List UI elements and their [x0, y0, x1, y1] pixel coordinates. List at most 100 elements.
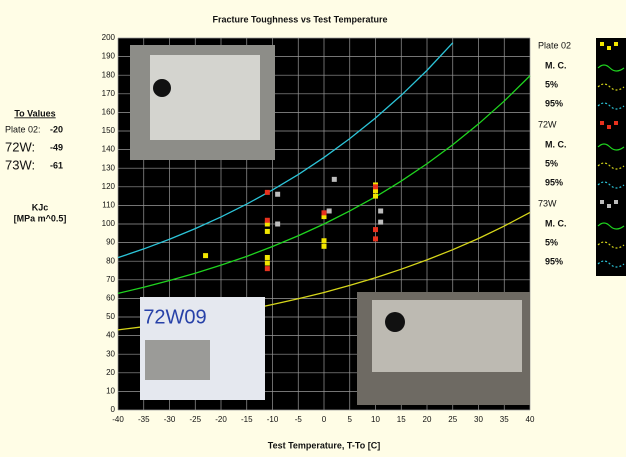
to-value: -20 — [50, 124, 63, 134]
x-tick-label: -35 — [138, 415, 150, 424]
data-point — [373, 193, 378, 199]
x-tick-label: 0 — [322, 415, 327, 424]
legend-marker — [614, 42, 618, 46]
data-point — [264, 266, 270, 272]
x-tick-label: -30 — [164, 415, 176, 424]
x-tick-label: -15 — [241, 415, 253, 424]
to-value: -49 — [50, 142, 63, 152]
data-point — [321, 214, 327, 220]
x-tick-label: 20 — [423, 415, 432, 424]
photo-specimen — [150, 55, 260, 140]
data-point — [378, 208, 384, 214]
data-point — [264, 189, 270, 195]
legend-box — [596, 38, 626, 276]
to-value-label: 72W: — [5, 139, 35, 154]
legend-marker — [607, 46, 611, 50]
y-tick-label: 0 — [111, 405, 116, 414]
legend-entry: 95% — [545, 177, 563, 187]
legend-entry: 95% — [545, 256, 563, 266]
legend-marker — [607, 125, 611, 129]
x-tick-label: -5 — [295, 415, 303, 424]
legend-marker — [607, 204, 611, 208]
y-tick-label: 90 — [106, 238, 115, 247]
data-point — [264, 260, 270, 266]
curve — [117, 75, 531, 295]
data-point — [373, 227, 378, 233]
y-tick-label: 110 — [102, 201, 115, 210]
legend-marker — [600, 121, 604, 125]
legend-entry: 5% — [545, 237, 558, 247]
legend-line — [597, 241, 625, 249]
x-tick-label: 15 — [397, 415, 406, 424]
y-tick-label: 170 — [102, 89, 116, 98]
x-tick-label: 10 — [371, 415, 380, 424]
x-tick-label: -20 — [215, 415, 227, 424]
y-tick-label: 160 — [102, 108, 116, 117]
data-point — [264, 254, 270, 260]
to-value-label: 73W: — [5, 157, 35, 172]
data-point — [378, 219, 384, 225]
y-tick-label: 70 — [106, 275, 115, 284]
photo-label: 72W09 — [143, 306, 206, 328]
legend-line — [597, 260, 625, 268]
to-values-title: To Values — [14, 108, 55, 118]
data-point — [275, 221, 281, 227]
data-point — [264, 217, 270, 223]
legend-line — [597, 102, 625, 110]
photo-hole — [385, 312, 405, 332]
data-point — [321, 210, 327, 216]
photo-hole — [153, 79, 171, 97]
legend-group: Plate 02 — [538, 40, 571, 50]
legend-group: 73W — [538, 198, 557, 208]
y-tick-label: 30 — [106, 349, 115, 358]
legend-entry: M. C. — [545, 60, 567, 70]
photo-specimen — [372, 300, 522, 372]
x-tick-label: 35 — [500, 415, 509, 424]
legend-entry: 5% — [545, 79, 558, 89]
data-point — [264, 221, 270, 227]
data-point — [373, 236, 378, 242]
x-tick-label: 30 — [474, 415, 483, 424]
y-tick-label: 120 — [102, 182, 116, 191]
data-point — [373, 184, 378, 190]
x-tick-label: 40 — [526, 415, 535, 424]
legend-line — [597, 64, 625, 72]
y-tick-label: 50 — [106, 312, 115, 321]
y-axis-label: KJc — [32, 202, 49, 212]
y-tick-label: 200 — [102, 33, 116, 42]
x-tick-label: 25 — [448, 415, 457, 424]
photos: 72W09 — [130, 45, 530, 405]
y-tick-label: 10 — [106, 387, 115, 396]
curve — [117, 42, 454, 259]
y-tick-label: 130 — [102, 163, 116, 172]
data-point — [373, 188, 378, 194]
data-point — [321, 243, 327, 249]
x-tick-label: -10 — [267, 415, 279, 424]
data-point — [321, 238, 327, 244]
legend-line — [597, 162, 625, 170]
y-tick-label: 180 — [102, 70, 116, 79]
legend-marker — [614, 121, 618, 125]
y-tick-label: 190 — [102, 52, 116, 61]
legend-group: 72W — [538, 119, 557, 129]
legend-line — [597, 143, 625, 151]
x-tick-label: 5 — [348, 415, 353, 424]
x-tick-label: -40 — [112, 415, 124, 424]
legend-entry: 5% — [545, 158, 558, 168]
legend-entry: M. C. — [545, 139, 567, 149]
x-tick-label: -25 — [189, 415, 201, 424]
data-point — [331, 176, 337, 182]
chart-title: Fracture Toughness vs Test Temperature — [212, 14, 387, 24]
legend-line — [597, 181, 625, 189]
y-tick-label: 140 — [102, 145, 116, 154]
legend-line — [597, 83, 625, 91]
y-tick-label: 150 — [102, 126, 116, 135]
y-tick-label: 80 — [106, 256, 115, 265]
data-point — [203, 253, 209, 259]
legend-marker — [600, 200, 604, 204]
legend-line — [597, 222, 625, 230]
y-axis-label: [MPa m^0.5] — [14, 213, 67, 223]
to-value: -61 — [50, 160, 63, 170]
y-tick-label: 20 — [106, 368, 115, 377]
